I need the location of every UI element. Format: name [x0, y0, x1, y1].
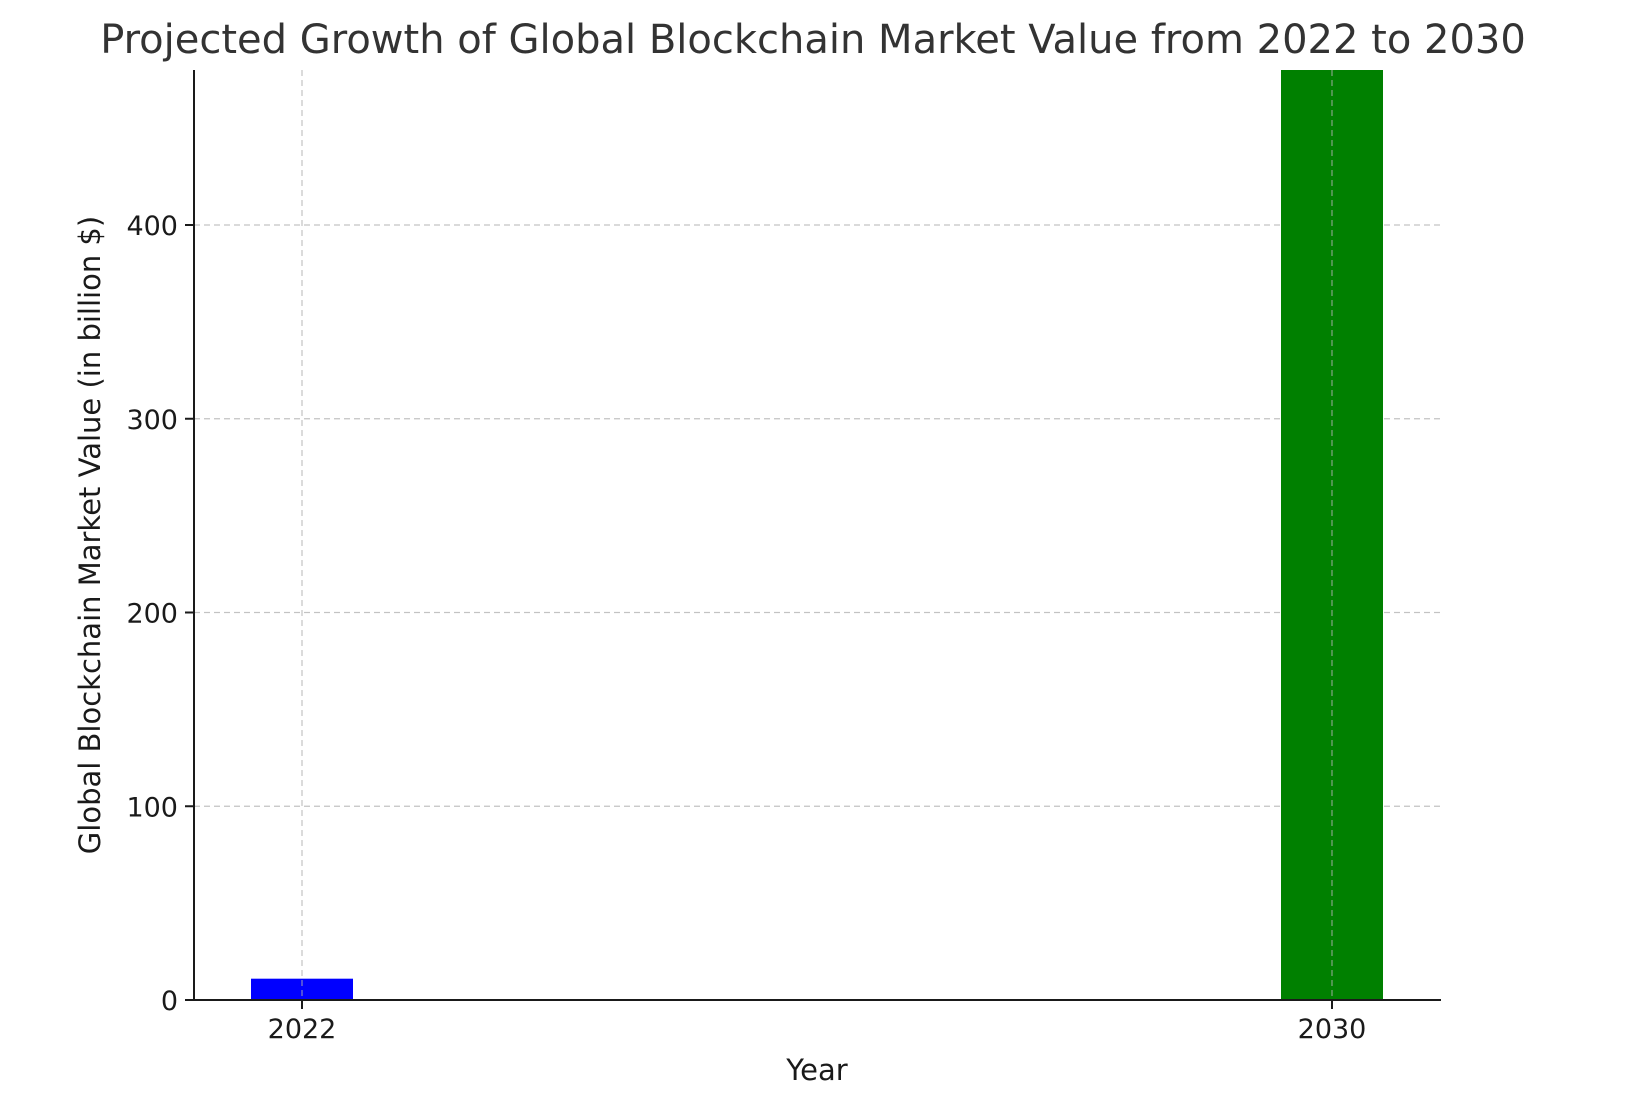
y-axis-ticks: 0 100 200 300 400 [126, 211, 194, 1017]
y-tick-label-100: 100 [126, 792, 178, 823]
x-tick-label-2022: 2022 [268, 1014, 337, 1045]
y-tick-label-0: 0 [161, 986, 178, 1017]
y-axis-label: Global Blockchain Market Value (in billi… [73, 216, 107, 854]
bar-2022 [251, 978, 353, 1000]
chart-title: Projected Growth of Global Blockchain Ma… [100, 17, 1526, 63]
bars [251, 70, 1383, 1000]
y-tick-label-400: 400 [126, 211, 178, 242]
y-tick-label-200: 200 [126, 599, 178, 630]
x-axis-ticks: 2022 2030 [268, 1000, 1367, 1045]
x-tick-label-2030: 2030 [1298, 1014, 1367, 1045]
x-axis-label: Year [785, 1053, 847, 1087]
y-tick-label-300: 300 [126, 405, 178, 436]
horizontal-gridlines [194, 224, 1441, 807]
